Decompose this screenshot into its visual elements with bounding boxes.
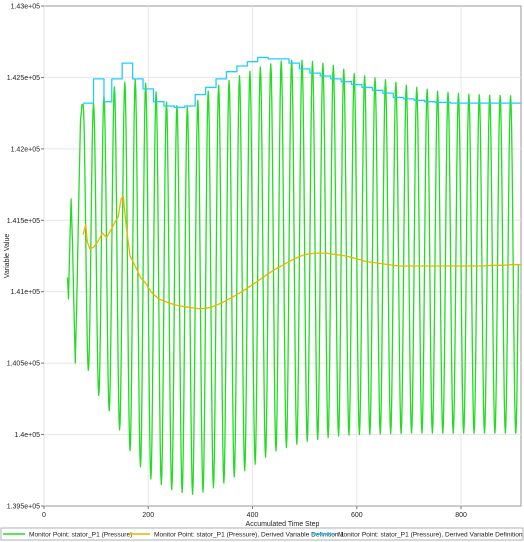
y-tick-label: 1.395e+05 bbox=[7, 504, 40, 511]
series-layer bbox=[66, 56, 521, 495]
x-tick-label: 200 bbox=[142, 512, 154, 519]
x-axis-label: Accumulated Time Step bbox=[246, 521, 320, 528]
y-tick-label: 1.405e+05 bbox=[7, 361, 40, 368]
x-tick-label: 0 bbox=[42, 512, 46, 519]
y-tick-label: 1.415e+05 bbox=[7, 218, 40, 225]
y-axis-label: Variable Value bbox=[4, 234, 11, 279]
legend-label-1: Monitor Point: stator_P1 (Pressure) bbox=[29, 531, 132, 538]
x-tick-label: 600 bbox=[351, 512, 363, 519]
series-line-2 bbox=[82, 195, 521, 310]
y-tick-label: 1.43e+05 bbox=[11, 4, 40, 11]
tick-labels: 1.395e+05 1.4e+05 1.405e+05 1.41e+05 1.415e+… bbox=[7, 4, 467, 520]
legend: Monitor Point: stator_P1 (Pressure) Monit… bbox=[0, 527, 524, 541]
y-tick-label: 1.42e+05 bbox=[11, 146, 40, 153]
series-line-1 bbox=[66, 59, 520, 495]
y-tick-label: 1.425e+05 bbox=[7, 75, 40, 82]
legend-label-2: Monitor Point: stator_P1 (Pressure), Der… bbox=[154, 531, 344, 538]
y-tick-label: 1.4e+05 bbox=[15, 432, 41, 439]
series-line-3 bbox=[83, 56, 521, 109]
y-tick-label: 1.41e+05 bbox=[11, 289, 40, 296]
legend-box bbox=[0, 527, 524, 541]
x-tick-label: 800 bbox=[455, 512, 467, 519]
legend-label-3: Monitor Point: stator_P1 (Pressure), Der… bbox=[338, 531, 524, 538]
x-tick-label: 400 bbox=[247, 512, 259, 519]
